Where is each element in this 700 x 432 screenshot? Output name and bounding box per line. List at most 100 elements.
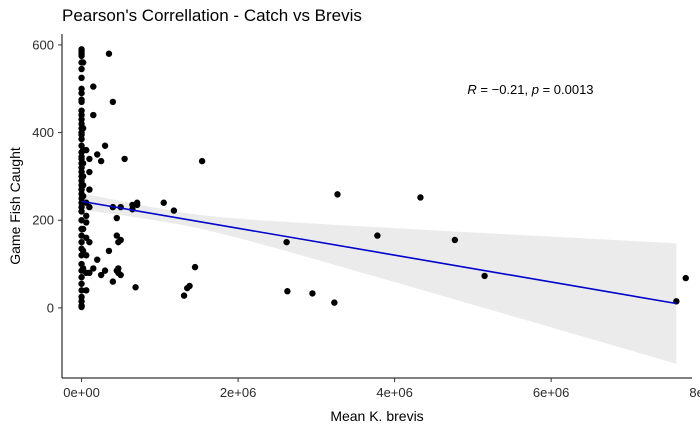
- data-point: [109, 278, 117, 285]
- data-point: [78, 238, 85, 246]
- y-tick-label: 0: [47, 300, 54, 315]
- r-value: = −0.21,: [477, 82, 532, 97]
- data-point: [113, 232, 120, 239]
- data-point: [83, 252, 90, 259]
- data-point: [117, 271, 124, 279]
- data-point: [97, 157, 105, 165]
- data-point: [132, 284, 139, 291]
- data-point: [90, 265, 97, 272]
- x-tick-label: 6e+06: [533, 385, 570, 400]
- data-point: [94, 151, 101, 158]
- axes: [61, 34, 692, 379]
- data-point: [283, 238, 290, 246]
- x-tick-label: 2e+06: [220, 385, 257, 400]
- regression-line-layer: [81, 200, 677, 305]
- data-point: [105, 247, 113, 255]
- data-points-layer: [78, 46, 689, 311]
- data-point: [78, 107, 85, 114]
- data-point: [86, 155, 93, 163]
- data-point: [97, 271, 105, 279]
- r-symbol: R: [467, 82, 476, 97]
- data-point: [86, 168, 93, 176]
- data-point: [191, 263, 199, 271]
- data-point: [86, 269, 93, 277]
- data-point: [78, 131, 85, 138]
- data-point: [78, 116, 85, 123]
- data-point: [79, 181, 87, 189]
- data-point: [682, 274, 689, 282]
- x-tick-label: 4e+06: [376, 385, 413, 400]
- data-point: [101, 267, 109, 274]
- p-symbol: p: [531, 82, 539, 97]
- data-point: [284, 288, 291, 295]
- data-point: [198, 157, 206, 165]
- data-point: [86, 238, 93, 246]
- data-point: [79, 173, 87, 180]
- data-point: [83, 212, 90, 220]
- data-point: [90, 111, 97, 119]
- data-point: [78, 52, 85, 60]
- data-point: [186, 282, 193, 290]
- y-tick-label: 600: [32, 37, 54, 52]
- data-point: [78, 98, 85, 106]
- data-point: [101, 142, 109, 149]
- data-point: [78, 274, 85, 281]
- data-point: [121, 155, 128, 163]
- data-point: [331, 299, 338, 306]
- data-point: [160, 199, 167, 206]
- data-point: [79, 59, 87, 66]
- data-point: [79, 192, 87, 200]
- data-point: [170, 207, 178, 214]
- data-point: [86, 186, 93, 193]
- data-point: [79, 125, 87, 132]
- data-point: [79, 160, 87, 167]
- data-point: [78, 65, 85, 73]
- data-point: [83, 287, 90, 294]
- data-point: [115, 265, 122, 272]
- data-point: [113, 214, 120, 222]
- data-point: [105, 50, 113, 57]
- y-axis-title: Game Fish Caught: [7, 147, 23, 265]
- x-tick-label: 8e+06: [689, 385, 700, 400]
- x-tick-label: 0e+00: [63, 385, 100, 400]
- confidence-band: [81, 193, 677, 364]
- data-point: [86, 203, 93, 211]
- data-point: [417, 194, 424, 201]
- data-point: [78, 287, 85, 294]
- chart-title: Pearson's Correllation - Catch vs Brevis: [62, 6, 362, 25]
- data-point: [109, 98, 117, 106]
- data-point: [78, 135, 85, 143]
- data-point: [78, 208, 85, 215]
- data-point: [78, 293, 85, 301]
- ticks-layer: 0e+00 2e+06 4e+06 6e+06 8e+06 0 200 400 600: [32, 37, 700, 400]
- data-point: [83, 219, 90, 226]
- data-point: [78, 111, 85, 119]
- data-point: [374, 232, 381, 239]
- x-axis-title: Mean K. brevis: [330, 408, 423, 424]
- confidence-band-layer: [81, 193, 677, 364]
- data-point: [451, 236, 459, 244]
- data-point: [78, 303, 85, 311]
- data-point: [79, 225, 87, 233]
- data-point: [90, 83, 97, 90]
- data-point: [83, 146, 90, 154]
- data-point: [78, 89, 85, 97]
- y-tick-label: 200: [32, 213, 54, 228]
- data-point: [481, 272, 488, 280]
- data-point: [78, 280, 85, 287]
- data-point: [180, 292, 188, 299]
- correlation-annotation: R = −0.21, p = 0.0013: [467, 82, 593, 97]
- data-point: [94, 256, 101, 263]
- data-point: [78, 298, 85, 305]
- data-point: [78, 74, 85, 82]
- data-point: [78, 153, 85, 160]
- regression-line: [81, 200, 677, 305]
- data-point: [78, 203, 85, 211]
- y-tick-label: 400: [32, 125, 54, 140]
- data-point: [334, 191, 341, 198]
- p-value: = 0.0013: [539, 82, 594, 97]
- data-point: [133, 201, 141, 209]
- data-point: [309, 290, 316, 297]
- data-point: [117, 236, 124, 244]
